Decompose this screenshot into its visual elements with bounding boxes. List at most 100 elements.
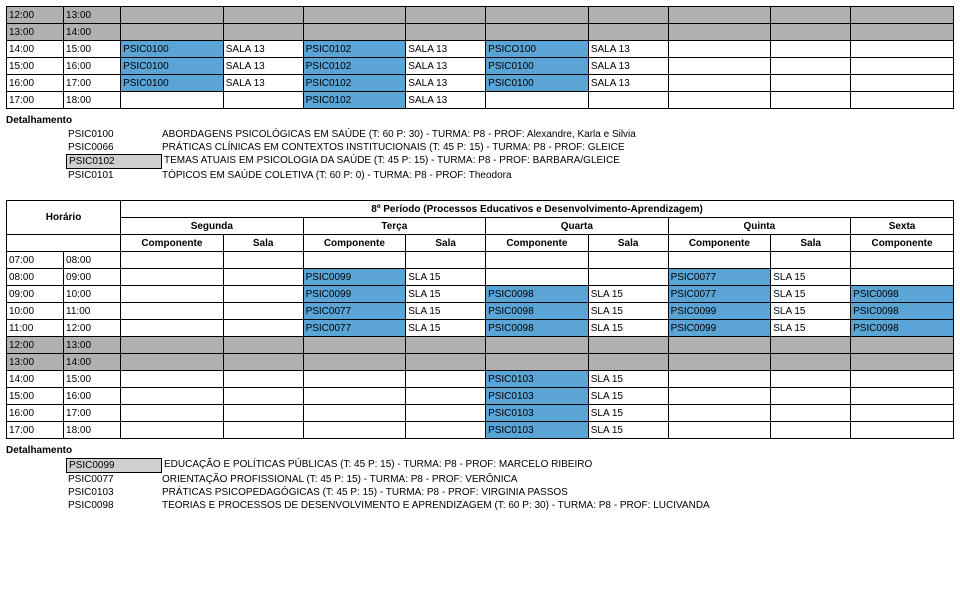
time-start: 12:00: [7, 7, 64, 24]
cell: PSIC0102: [303, 75, 406, 92]
cell: [121, 7, 224, 24]
cell: [223, 337, 303, 354]
time-start: 15:00: [7, 58, 64, 75]
time-start: 12:00: [7, 337, 64, 354]
period-title: 8º Período (Processos Educativos e Desen…: [121, 201, 954, 218]
cell: [121, 320, 224, 337]
cell: PSIC0102: [303, 41, 406, 58]
cell: [771, 252, 851, 269]
time-end: 13:00: [64, 337, 121, 354]
cell: SLA 15: [406, 286, 486, 303]
detail-text: ABORDAGENS PSICOLÓGICAS EM SAÚDE (T: 60 …: [160, 128, 954, 141]
cell: [303, 24, 406, 41]
cell: [771, 337, 851, 354]
time-end: 13:00: [64, 7, 121, 24]
cell: PSIC0103: [486, 388, 589, 405]
cell: [588, 269, 668, 286]
cell: SLA 15: [406, 320, 486, 337]
cell: [668, 422, 771, 439]
cell: SALA 13: [223, 58, 303, 75]
cell: PSIC0077: [668, 286, 771, 303]
detail-text: ORIENTAÇÃO PROFISSIONAL (T: 45 P: 15) - …: [160, 473, 954, 486]
cell: [851, 92, 954, 109]
schedule-table-2: Horário8º Período (Processos Educativos …: [6, 200, 954, 439]
time-start: 08:00: [7, 269, 64, 286]
cell: [486, 92, 589, 109]
time-start: 11:00: [7, 320, 64, 337]
cell: [303, 354, 406, 371]
time-end: 11:00: [64, 303, 121, 320]
cell: SALA 13: [406, 92, 486, 109]
time-start: 16:00: [7, 75, 64, 92]
cell: PSIC0098: [851, 303, 954, 320]
horario-label: Horário: [7, 201, 121, 235]
time-end: 17:00: [64, 405, 121, 422]
detail-text: TÓPICOS EM SAÚDE COLETIVA (T: 60 P: 0) -…: [160, 169, 954, 182]
cell: SLA 15: [406, 269, 486, 286]
cell: SLA 15: [771, 320, 851, 337]
cell: [668, 405, 771, 422]
sub-header: Sala: [406, 235, 486, 252]
cell: [588, 24, 668, 41]
cell: [223, 92, 303, 109]
time-end: 16:00: [64, 58, 121, 75]
time-start: 14:00: [7, 41, 64, 58]
cell: [851, 75, 954, 92]
cell: [223, 405, 303, 422]
detail-code: PSIC0099: [66, 458, 162, 473]
cell: [668, 41, 771, 58]
sub-header: Componente: [121, 235, 224, 252]
cell: [223, 269, 303, 286]
detail-code: PSIC0100: [66, 128, 160, 141]
cell: [668, 7, 771, 24]
cell: [668, 58, 771, 75]
cell: PSIC0102: [303, 58, 406, 75]
cell: [668, 354, 771, 371]
cell: SALA 13: [223, 75, 303, 92]
cell: SLA 15: [588, 371, 668, 388]
cell: [771, 7, 851, 24]
cell: [851, 388, 954, 405]
sub-header: Componente: [668, 235, 771, 252]
cell: [303, 7, 406, 24]
cell: [851, 354, 954, 371]
cell: [121, 24, 224, 41]
cell: [588, 7, 668, 24]
detail-code: PSIC0066: [66, 141, 160, 154]
cell: PSIC0103: [486, 405, 589, 422]
detail-title-1: Detalhamento: [6, 115, 954, 126]
cell: [851, 41, 954, 58]
cell: [406, 371, 486, 388]
sub-header: Componente: [851, 235, 954, 252]
time-end: 17:00: [64, 75, 121, 92]
time-start: 17:00: [7, 92, 64, 109]
cell: [486, 252, 589, 269]
time-start: 13:00: [7, 24, 64, 41]
day-header: Sexta: [851, 218, 954, 235]
cell: [121, 269, 224, 286]
cell: [406, 405, 486, 422]
cell: [223, 252, 303, 269]
cell: SALA 13: [223, 41, 303, 58]
cell: SALA 13: [406, 75, 486, 92]
time-end: 15:00: [64, 371, 121, 388]
cell: [303, 405, 406, 422]
cell: PSIC0077: [668, 269, 771, 286]
cell: [851, 405, 954, 422]
time-end: 15:00: [64, 41, 121, 58]
time-start: 17:00: [7, 422, 64, 439]
detail-text: PRÁTICAS CLÍNICAS EM CONTEXTOS INSTITUCI…: [160, 141, 954, 154]
cell: [486, 354, 589, 371]
time-end: 18:00: [64, 422, 121, 439]
cell: [771, 405, 851, 422]
empty: [7, 235, 121, 252]
detail-code: PSIC0098: [66, 499, 160, 512]
cell: SALA 13: [588, 58, 668, 75]
cell: SLA 15: [406, 303, 486, 320]
cell: [223, 388, 303, 405]
cell: PSIC0099: [303, 286, 406, 303]
cell: PSIC0077: [303, 303, 406, 320]
cell: [668, 371, 771, 388]
cell: SALA 13: [406, 41, 486, 58]
detail-text: EDUCAÇÃO E POLÍTICAS PÚBLICAS (T: 45 P: …: [162, 458, 954, 473]
